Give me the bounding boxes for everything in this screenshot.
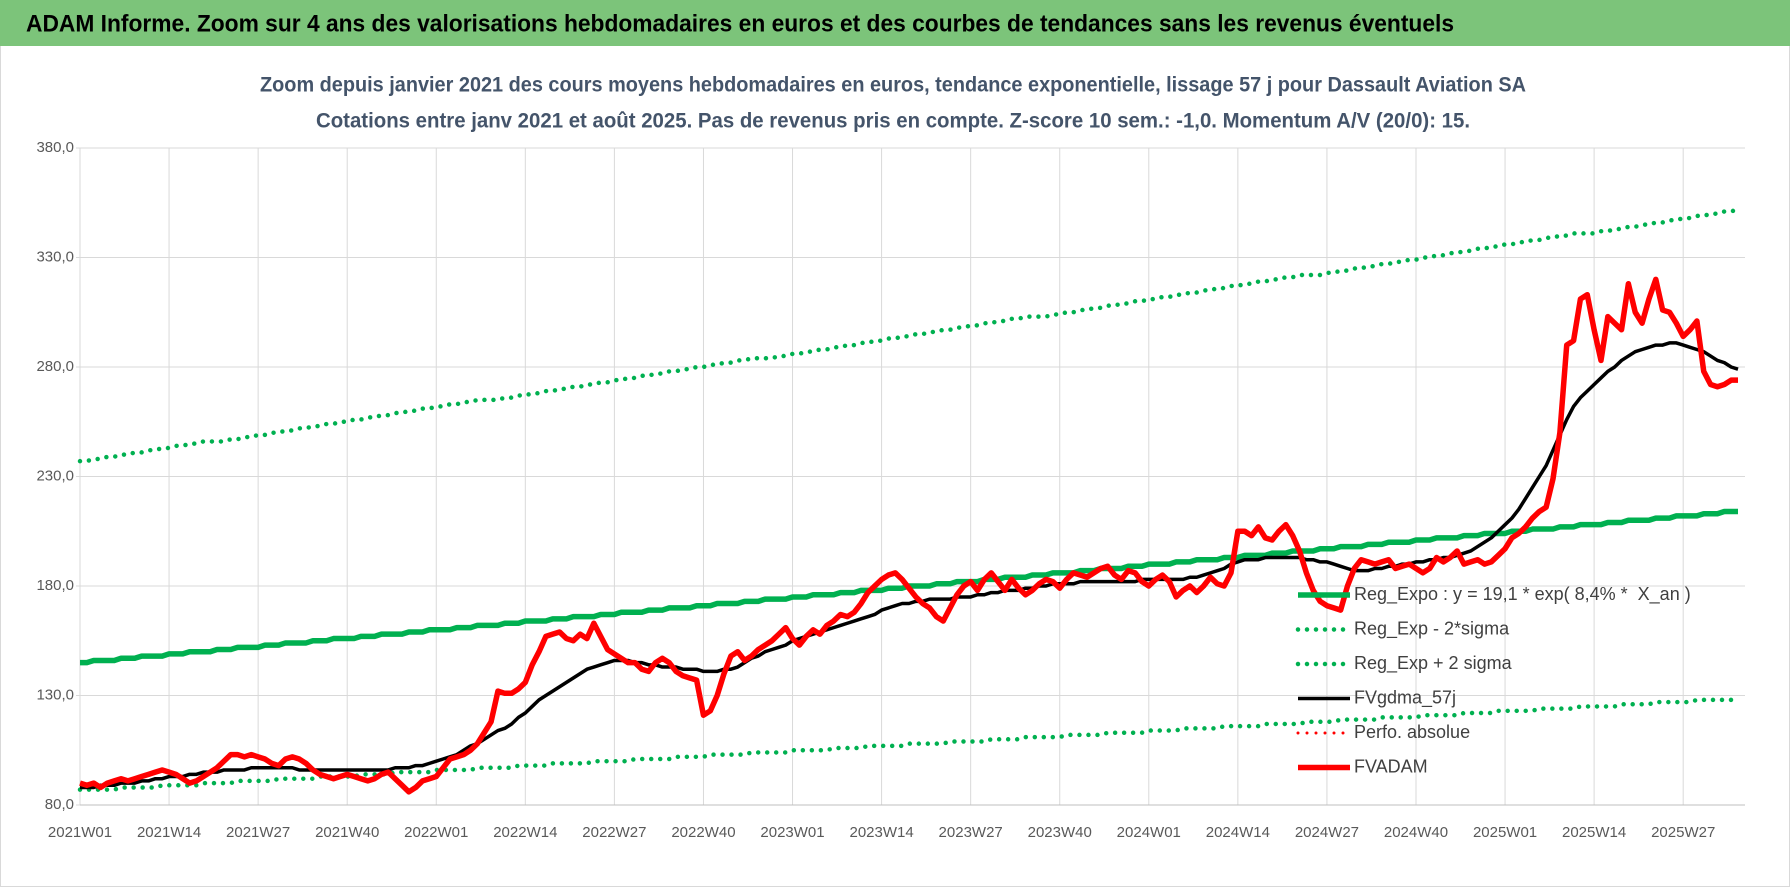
- legend-label: Reg_Exp + 2 sigma: [1354, 653, 1513, 674]
- series-line: [79, 276, 1738, 795]
- chart-title: Zoom depuis janvier 2021 des cours moyen…: [260, 74, 1526, 97]
- legend-label: FVgdma_57j: [1354, 687, 1456, 708]
- y-tick-label: 80,0: [45, 796, 74, 813]
- x-tick-label: 2022W40: [671, 824, 735, 841]
- x-tick-label: 2025W27: [1651, 824, 1715, 841]
- legend-label: FVADAM: [1354, 756, 1428, 776]
- x-tick-label: 2025W14: [1562, 824, 1626, 841]
- y-tick-label: 180,0: [36, 577, 74, 594]
- y-tick-label: 280,0: [36, 358, 74, 375]
- x-tick-label: 2024W14: [1206, 824, 1270, 841]
- x-tick-label: 2023W14: [849, 824, 913, 841]
- legend-label: Reg_Expo : y = 19,1 * exp( 8,4% * X_an ): [1354, 584, 1691, 605]
- x-tick-label: 2022W14: [493, 824, 557, 841]
- x-tick-label: 2023W27: [939, 824, 1003, 841]
- y-tick-label: 330,0: [36, 248, 74, 265]
- banner: [0, 0, 1790, 46]
- x-tick-label: 2024W40: [1384, 824, 1448, 841]
- series-layer: [77, 207, 1741, 795]
- y-tick-label: 380,0: [36, 139, 74, 156]
- legend-label: Perfo. absolue: [1354, 722, 1470, 742]
- x-tick-label: 2021W27: [226, 824, 290, 841]
- x-tick-label: 2021W01: [48, 824, 112, 841]
- series-line: [77, 207, 1741, 464]
- x-tick-label: 2023W01: [760, 824, 824, 841]
- chart-subtitle: Cotations entre janv 2021 et août 2025. …: [316, 110, 1470, 133]
- legend-label: Reg_Exp - 2*sigma: [1354, 618, 1510, 639]
- x-tick-label: 2022W01: [404, 824, 468, 841]
- y-tick-label: 130,0: [36, 686, 74, 703]
- x-tick-label: 2024W27: [1295, 824, 1359, 841]
- grid-layer: 80,0 130,0 180,0 230,0 280,0 330,0 380,0 2021W0…: [36, 139, 1745, 841]
- x-tick-label: 2023W40: [1028, 824, 1092, 841]
- x-tick-label: 2025W01: [1473, 824, 1537, 841]
- x-tick-label: 2021W14: [137, 824, 201, 841]
- banner-title: ADAM Informe. Zoom sur 4 ans des valoris…: [26, 10, 1454, 37]
- legend: Reg_Expo : y = 19,1 * exp( 8,4% * X_an )…: [1295, 584, 1691, 776]
- x-tick-label: 2021W40: [315, 824, 379, 841]
- y-tick-label: 230,0: [36, 467, 74, 484]
- x-tick-label: 2024W01: [1117, 824, 1181, 841]
- x-tick-label: 2022W27: [582, 824, 646, 841]
